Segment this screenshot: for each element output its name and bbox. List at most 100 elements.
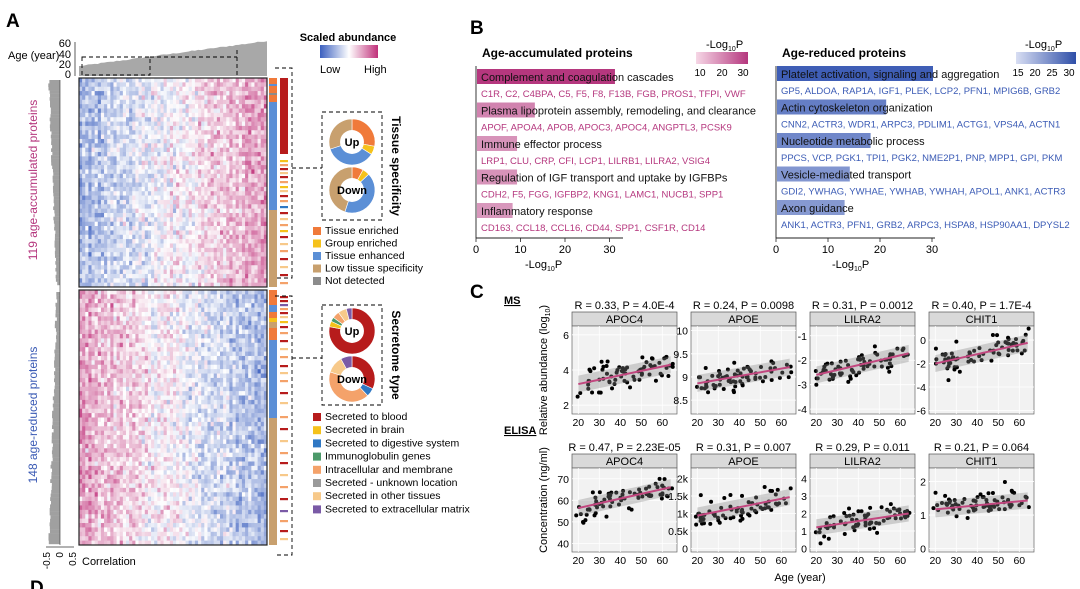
heatmap-cell [104,320,108,326]
heatmap-cell [151,117,155,122]
heatmap-cell [210,152,215,157]
heatmap-cell [82,391,86,396]
heatmap-cell [226,273,230,279]
heatmap-cell [204,204,208,209]
heatmap-cell [82,492,86,497]
heatmap-cell [79,329,83,335]
heatmap-cell [147,186,152,192]
heatmap-cell [245,147,249,153]
heatmap-cell [135,273,139,279]
heatmap-cell [157,479,161,484]
heatmap-cell [88,355,92,361]
heatmap-cell [169,430,174,436]
heatmap-cell [82,152,86,157]
heatmap-cell [113,278,117,283]
heatmap-cell [213,143,218,148]
heatmap-cell [129,355,133,361]
heatmap-cell [169,448,174,453]
heatmap-cell [132,152,136,157]
heatmap-cell [173,386,177,392]
heatmap-cell [179,256,183,262]
heatmap-cell [226,143,230,148]
heatmap-cell [107,256,111,262]
heatmap-cell [216,169,221,175]
heatmap-cell [138,474,142,480]
heatmap-cell [213,165,218,170]
heatmap-cell [216,239,221,244]
heatmap-cell [257,252,262,257]
heatmap-cell [82,182,86,188]
heatmap-cell [126,408,130,414]
heatmap-cell [79,298,83,304]
heatmap-cell [160,470,164,475]
heatmap-cell [116,465,121,471]
heatmap-cell [176,487,180,493]
heatmap-cell [88,173,92,179]
heatmap-cell [201,91,205,96]
heatmap-cell [129,342,133,348]
heatmap-cell [188,204,193,209]
heatmap-cell [119,269,124,275]
heatmap-cell [157,320,161,326]
heatmap-cell [104,147,108,153]
heatmap-cell [151,182,155,188]
heatmap-cell [100,487,105,493]
heatmap-cell [182,82,186,87]
heatmap-cell [138,360,142,366]
heatmap-cell [135,404,139,410]
heatmap-cell [223,138,227,144]
heatmap-cell [232,78,236,83]
heatmap-cell [122,391,127,396]
heatmap-cell [241,147,246,153]
heatmap-cell [238,273,243,279]
heatmap-cell [179,360,183,366]
heatmap-cell [100,221,105,227]
heatmap-cell [126,307,130,313]
heatmap-cell [119,536,124,541]
heatmap-cell [248,134,252,140]
heatmap-cell [116,217,121,222]
heatmap-cell [260,195,265,201]
heatmap-cell [113,104,117,109]
heatmap-cell [85,465,89,471]
heatmap-cell [166,182,171,188]
heatmap-cell [85,474,89,480]
heatmap-cell [188,311,193,317]
heatmap-cell [138,509,142,515]
heatmap-cell [147,191,152,196]
heatmap-cell [173,104,177,109]
heatmap-cell [113,399,117,405]
heatmap-cell [107,386,111,392]
heatmap-cell [223,265,227,270]
heatmap-cell [194,169,199,175]
heatmap-cell [135,474,139,480]
heatmap-cell [157,199,161,205]
heatmap-cell [135,260,139,266]
heatmap-cell [88,470,92,475]
heatmap-cell [126,391,130,396]
heatmap-cell [82,256,86,262]
heatmap-cell [113,160,117,166]
heatmap-cell [88,195,92,201]
heatmap-cell [207,82,211,87]
heatmap-cell [188,452,193,458]
heatmap-cell [248,95,252,101]
heatmap-cell [151,121,155,127]
heatmap-cell [188,307,193,313]
heatmap-cell [132,290,136,295]
heatmap-cell [138,369,142,374]
heatmap-cell [135,465,139,471]
heatmap-cell [223,234,227,240]
heatmap-cell [85,325,89,330]
heatmap-cell [213,91,218,96]
heatmap-cell [113,86,117,92]
heatmap-cell [169,143,174,148]
heatmap-cell [182,492,186,497]
heatmap-cell [176,360,180,366]
heatmap-cell [132,243,136,249]
heatmap-cell [226,195,230,201]
heatmap-cell [135,342,139,348]
heatmap-cell [160,138,164,144]
heatmap-cell [179,351,183,357]
heatmap-cell [185,239,189,244]
